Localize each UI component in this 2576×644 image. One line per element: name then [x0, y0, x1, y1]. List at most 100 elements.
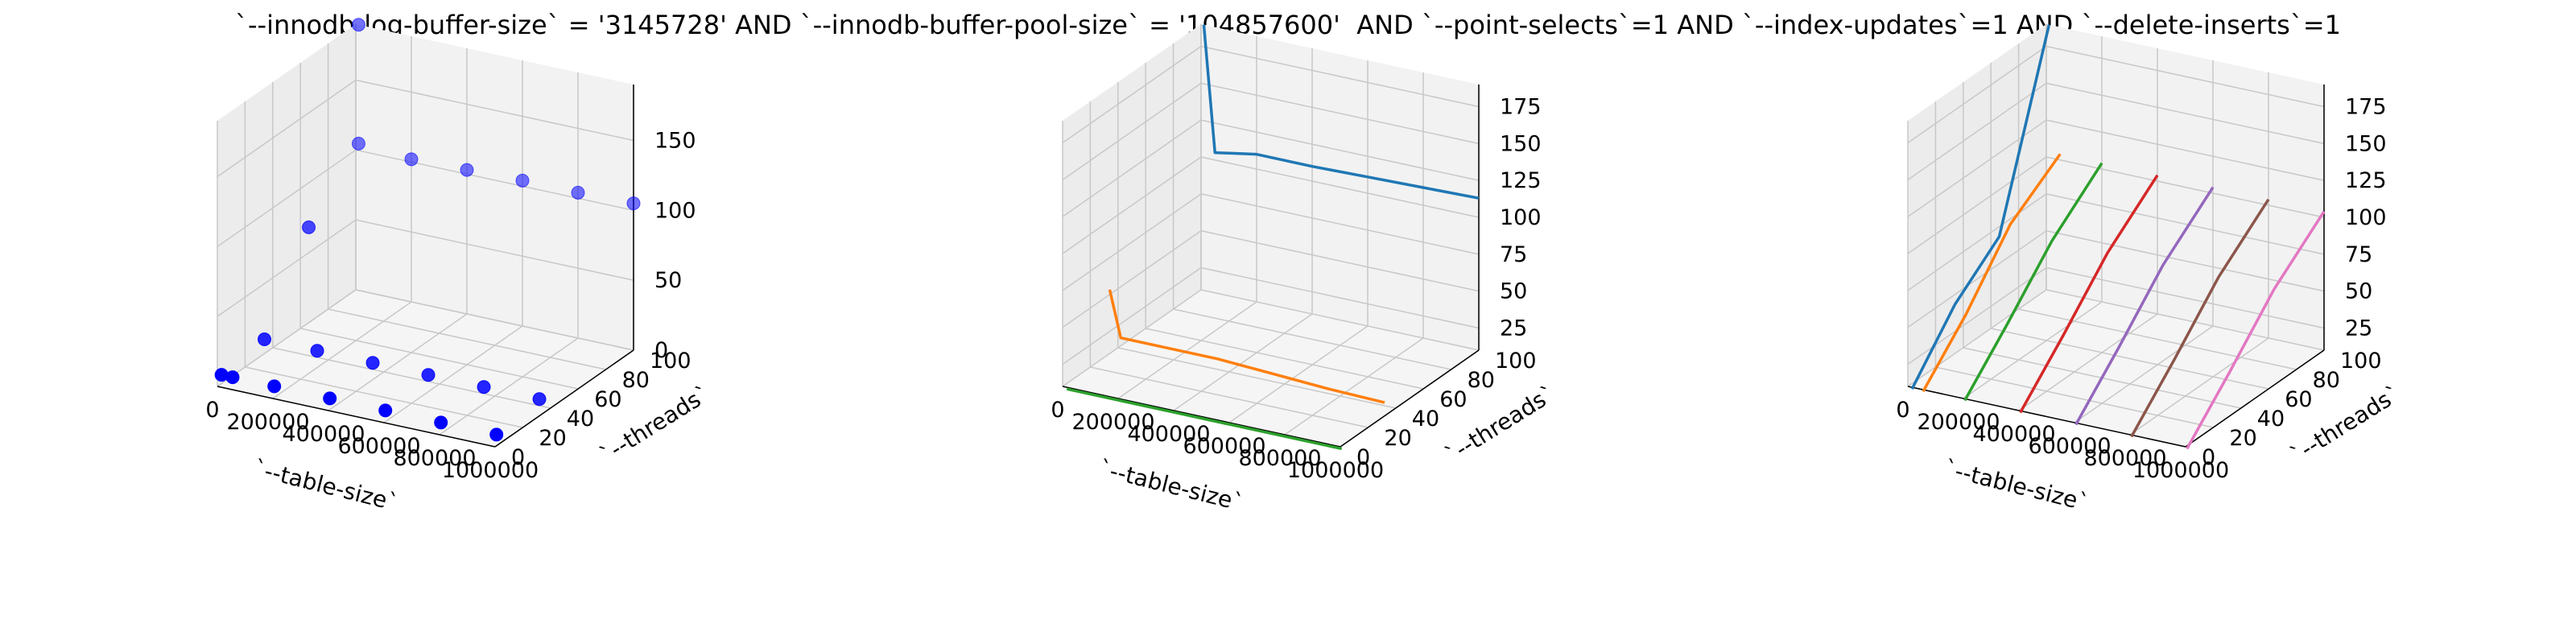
- y-tick-label: 60: [1439, 387, 1467, 412]
- z-tick-label: 100: [654, 198, 696, 223]
- z-tick-label: 25: [2345, 316, 2372, 341]
- grid-y-floor: [2018, 308, 2297, 370]
- y-tick-label: 80: [1468, 368, 1495, 393]
- x-tick-label: 0: [1051, 398, 1064, 423]
- y-tick-label: 60: [594, 387, 621, 412]
- x-axis-label: `--table-size`: [1942, 455, 2091, 516]
- x-tick-label: 0: [205, 398, 219, 423]
- series-line-1: [1202, 24, 1480, 200]
- series-line-3: [1066, 387, 1343, 451]
- data-point: [323, 391, 337, 406]
- x-tick-label: 0: [1896, 398, 1909, 423]
- x-axis-line: [1062, 386, 1341, 448]
- y-tick-label: 0: [511, 445, 525, 470]
- grid-x-floor: [1117, 301, 1257, 399]
- grid-x-floor: [2074, 325, 2214, 423]
- data-point: [257, 332, 271, 347]
- x-axis-line: [217, 386, 496, 448]
- grid-y-floor: [1173, 308, 1451, 370]
- grid-x-floor: [272, 301, 412, 399]
- data-point: [434, 415, 448, 430]
- grid-y-floor: [1200, 289, 1480, 351]
- grid-z-side: [217, 219, 357, 317]
- grid-y-floor: [300, 328, 579, 390]
- z-tick-label: 175: [1500, 95, 1542, 120]
- grid-x-floor: [439, 337, 579, 436]
- z-tick-label: 125: [2345, 168, 2387, 193]
- grid-y-floor: [245, 366, 523, 428]
- grid-y-floor: [1117, 347, 1396, 409]
- data-point: [460, 163, 474, 177]
- grid-z-side: [1907, 193, 2047, 291]
- grid-z-back: [1200, 119, 1480, 181]
- grid-z-back: [355, 149, 634, 212]
- x-tick-label: 200000: [1071, 410, 1154, 435]
- grid-z-side: [217, 289, 357, 387]
- grid-x-floor: [1963, 301, 2103, 399]
- back-pane-right: [356, 24, 634, 350]
- y-tick-label: 40: [1412, 407, 1439, 431]
- grid-x-floor: [383, 325, 523, 423]
- chart-panel-3: 0 200000400000600000800000100000002040608…: [1896, 24, 2405, 516]
- grid-z-side: [1062, 119, 1202, 217]
- grid-z-side: [1907, 82, 2047, 180]
- data-point: [532, 392, 547, 407]
- data-point: [267, 379, 282, 394]
- z-tick-label: 175: [2345, 95, 2387, 120]
- x-tick-label: 600000: [2028, 434, 2111, 459]
- y-tick-label: 40: [567, 407, 594, 431]
- grid-x-floor: [1284, 337, 1424, 436]
- grid-z-side: [1062, 82, 1202, 180]
- grid-z-back: [1200, 156, 1480, 218]
- data-point: [302, 220, 316, 234]
- grid-z-side: [1907, 230, 2047, 328]
- grid-z-back: [355, 79, 634, 142]
- y-tick-label: 100: [1495, 349, 1537, 374]
- y-tick-label: 0: [1356, 445, 1370, 470]
- grid-y-floor: [1935, 366, 2214, 428]
- grid-z-back: [2046, 82, 2325, 145]
- z-tick-label: 50: [654, 268, 682, 293]
- grid-y-floor: [328, 308, 606, 370]
- z-tick-label: 25: [1500, 316, 1527, 341]
- grid-z-side: [217, 149, 357, 247]
- grid-x-floor: [1062, 289, 1202, 387]
- y-axis-line: [494, 349, 634, 448]
- y-tick-label: 20: [2229, 426, 2256, 451]
- data-point: [351, 18, 365, 32]
- y-axis-line: [2185, 349, 2325, 448]
- grid-z-back: [1200, 229, 1480, 292]
- floor-pane: [1908, 290, 2324, 447]
- y-tick-label: 20: [1384, 426, 1411, 451]
- data-point: [378, 403, 393, 418]
- x-axis-label: `--table-size`: [1096, 455, 1246, 516]
- y-tick-label: 20: [539, 426, 566, 451]
- grid-x-floor: [1907, 289, 2047, 387]
- z-tick-label: 150: [2345, 131, 2387, 156]
- grid-z-back: [2046, 156, 2325, 218]
- y-tick-label: 100: [2340, 349, 2382, 374]
- data-point: [626, 196, 641, 211]
- back-pane-left: [217, 24, 356, 386]
- z-tick-label: 150: [654, 128, 696, 153]
- series-line-2: [1108, 289, 1385, 404]
- grid-y-floor: [272, 347, 551, 409]
- grid-z-back: [2046, 193, 2325, 255]
- data-point: [351, 136, 365, 151]
- data-point: [421, 368, 436, 382]
- y-tick-label: 0: [2202, 445, 2215, 470]
- z-tick-label: 50: [1500, 279, 1527, 304]
- grid-z-back: [355, 219, 634, 281]
- grid-z-side: [1062, 193, 1202, 291]
- grid-y-floor: [1090, 366, 1368, 428]
- data-point: [365, 356, 380, 370]
- x-tick-label: 200000: [1917, 410, 2000, 435]
- grid-x-floor: [1173, 313, 1313, 411]
- y-tick-label: 60: [2285, 387, 2312, 412]
- x-tick-label: 1000000: [1287, 458, 1384, 483]
- x-tick-label: 1000000: [2132, 458, 2229, 483]
- data-point: [489, 427, 504, 442]
- grid-x-floor: [1228, 325, 1368, 423]
- z-tick-label: 100: [2345, 205, 2387, 230]
